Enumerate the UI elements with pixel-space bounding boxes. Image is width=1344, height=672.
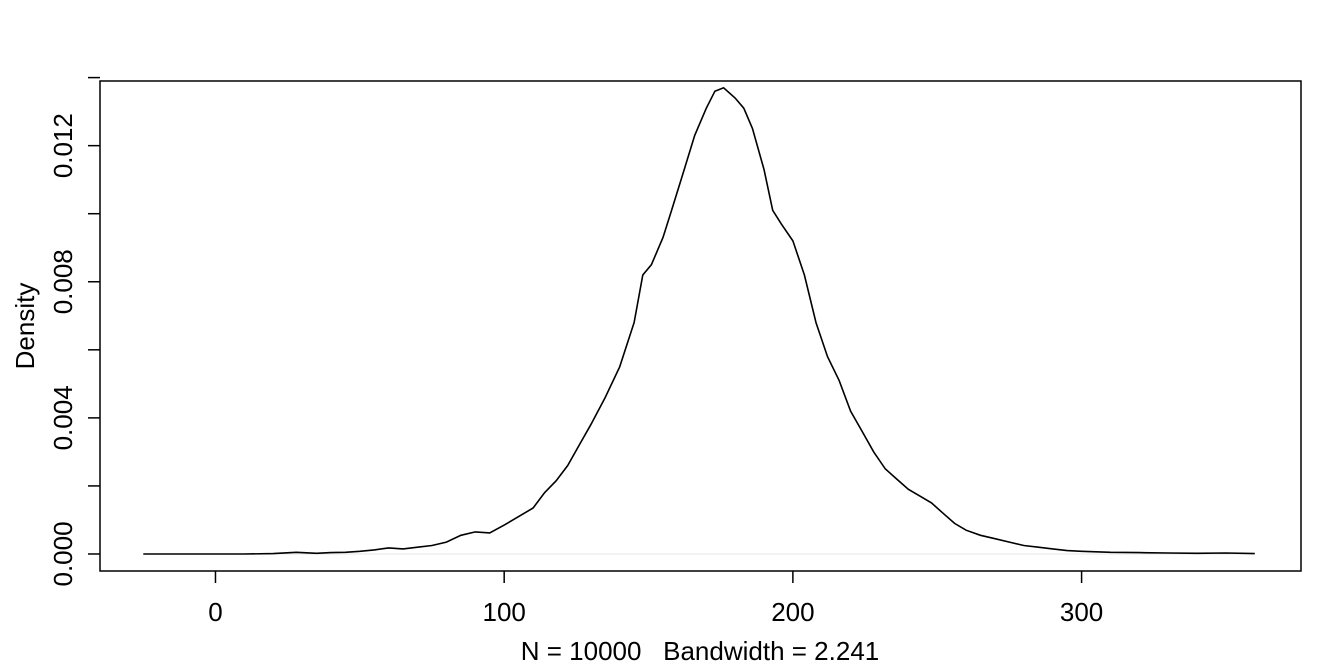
y-tick-label: 0.008 <box>48 249 78 314</box>
x-tick-label: 0 <box>208 597 222 627</box>
x-axis: 0 100 200 300 <box>208 571 1103 627</box>
x-tick-label: 200 <box>771 597 814 627</box>
y-axis-label: Density <box>10 283 40 370</box>
density-curve <box>143 86 1255 555</box>
y-axis: 0.000 0.004 0.008 0.012 <box>48 76 100 587</box>
y-tick-label: 0.012 <box>48 113 78 178</box>
y-tick-label: 0.000 <box>48 521 78 586</box>
x-axis-label: N = 10000 Bandwidth = 2.241 <box>521 636 880 666</box>
x-tick-label: 300 <box>1060 597 1103 627</box>
x-tick-label: 100 <box>482 597 525 627</box>
y-tick-label: 0.004 <box>48 385 78 450</box>
plot-frame <box>99 80 1302 572</box>
